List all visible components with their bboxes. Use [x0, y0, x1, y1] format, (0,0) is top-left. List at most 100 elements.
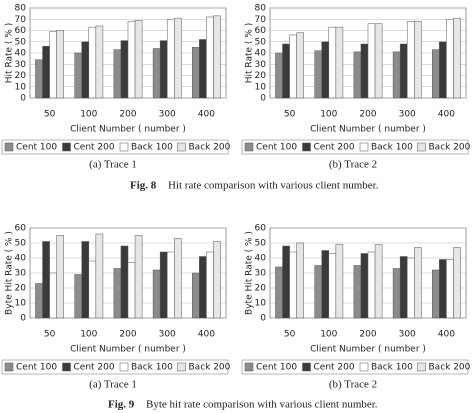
bar [199, 256, 207, 319]
x-tick-label: 100 [80, 110, 97, 120]
bar [432, 269, 440, 319]
y-tick-label: 50 [255, 37, 267, 47]
y-tick-label: 40 [15, 254, 27, 264]
bar [314, 50, 322, 99]
x-tick-label: 300 [159, 110, 176, 120]
x-tick-label: 200 [359, 330, 376, 340]
y-tick-label: 60 [255, 26, 267, 36]
bar [406, 21, 415, 99]
legend-swatch [417, 362, 426, 372]
y-tick-label: 10 [255, 82, 267, 92]
bar [453, 17, 461, 99]
x-axis-label: Client Number ( number ) [70, 125, 186, 135]
bar [282, 43, 290, 99]
bar [453, 247, 461, 319]
bar [166, 19, 175, 99]
x-axis-label: Client Number ( number ) [70, 345, 186, 355]
bar [414, 247, 422, 319]
bar [353, 265, 362, 319]
bar [95, 25, 104, 99]
bar [446, 19, 454, 99]
bar [88, 260, 97, 319]
bar [367, 23, 376, 99]
bar [321, 250, 330, 319]
legend-swatch [302, 142, 311, 152]
x-tick-label: 400 [198, 110, 215, 120]
bar [192, 47, 200, 99]
y-tick-label: 30 [15, 60, 27, 70]
bar [134, 20, 143, 99]
figure-caption: Hit rate comparison with various client … [168, 180, 379, 192]
bar [414, 21, 422, 99]
legend-box [241, 359, 469, 375]
bar [88, 26, 97, 99]
bar [159, 40, 168, 99]
legend-swatch [177, 362, 186, 372]
legend-swatch [302, 362, 311, 372]
bar [42, 241, 50, 319]
y-tick-label: 30 [255, 269, 267, 279]
legend-label: Back 200 [429, 143, 471, 153]
legend-box [1, 359, 229, 375]
bar [353, 51, 362, 99]
legend-swatch [62, 362, 71, 372]
bar [74, 52, 82, 99]
legend-swatch [4, 142, 14, 152]
bar [406, 257, 415, 319]
y-tick-label: 40 [255, 254, 267, 264]
y-tick-label: 10 [15, 82, 27, 92]
x-tick-label: 50 [284, 110, 296, 120]
bar [314, 265, 322, 319]
legend-label: Back 200 [189, 143, 231, 153]
y-tick-label: 20 [255, 71, 267, 81]
bar [199, 39, 207, 99]
x-tick-label: 300 [399, 110, 416, 120]
x-tick-label: 200 [359, 110, 376, 120]
legend-swatch [4, 362, 14, 372]
bar [360, 253, 369, 319]
bar [439, 259, 447, 319]
bar [289, 34, 297, 99]
bar [49, 31, 57, 99]
x-tick-label: 300 [399, 330, 416, 340]
bar [289, 251, 297, 319]
bar [174, 17, 182, 99]
y-tick-label: 30 [255, 60, 267, 70]
legend-label: Back 100 [371, 143, 413, 153]
bar [134, 235, 143, 319]
bar [367, 251, 376, 319]
bar [81, 241, 90, 319]
legend-swatch [244, 142, 254, 152]
bar [296, 242, 304, 319]
legend-label: Back 200 [429, 363, 471, 373]
bar [113, 268, 122, 319]
bar [335, 244, 344, 319]
bar [392, 268, 401, 319]
bar [282, 245, 290, 319]
x-tick-label: 50 [44, 110, 56, 120]
legend-label: Back 100 [131, 143, 173, 153]
y-tick-label: 30 [15, 269, 27, 279]
x-tick-label: 200 [119, 110, 136, 120]
legend-swatch [417, 142, 426, 152]
bar [374, 23, 383, 99]
bar [328, 253, 337, 319]
bar [275, 52, 283, 99]
x-tick-label: 400 [438, 330, 455, 340]
legend-label: Cent 200 [74, 363, 115, 373]
x-tick-label: 50 [44, 330, 56, 340]
bar [95, 233, 104, 319]
bar [166, 251, 175, 319]
panel-caption: (a) Trace 1 [89, 379, 137, 391]
y-tick-label: 60 [255, 224, 267, 234]
y-tick-label: 70 [255, 15, 267, 25]
bar [56, 30, 64, 99]
legend-swatch [62, 142, 71, 152]
bar [335, 26, 344, 99]
legend-box [241, 139, 469, 155]
y-axis-label: Byte Hit Rate ( % ) [5, 231, 15, 315]
bar [120, 40, 129, 99]
bar [174, 238, 182, 319]
x-tick-label: 400 [438, 110, 455, 120]
